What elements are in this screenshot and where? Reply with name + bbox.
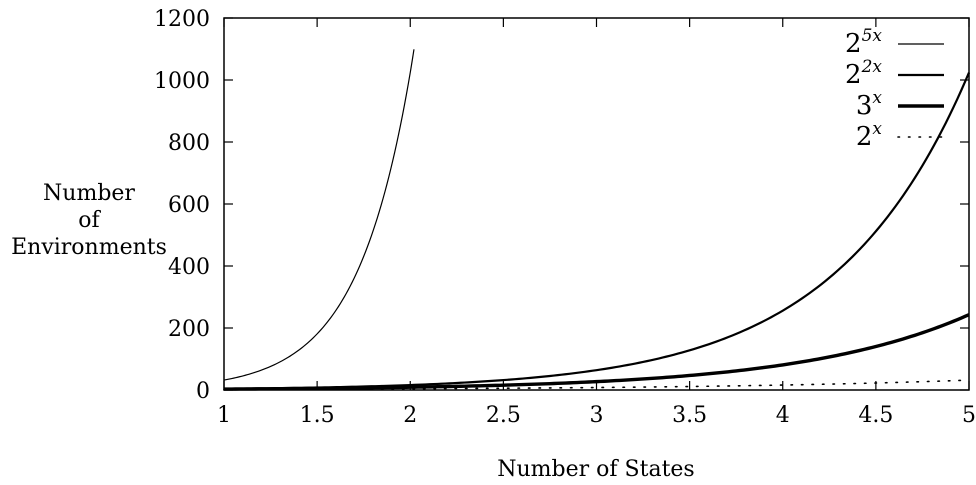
x-tick-label: 1.5	[300, 403, 335, 428]
x-tick-label: 5	[962, 403, 976, 428]
series-line	[223, 379, 970, 391]
x-tick-label: 4	[776, 403, 790, 428]
y-tick-label: 800	[168, 131, 210, 156]
x-tick-label: 2.5	[486, 403, 521, 428]
legend-label: 3x	[856, 88, 883, 121]
y-axis-title-line-1: Number	[43, 181, 135, 206]
y-axis: 0 200 400 600 800 1000 1200	[154, 7, 969, 404]
y-axis-title-line-2: of	[78, 208, 101, 233]
y-tick-label: 1000	[154, 69, 210, 94]
legend-label: 2x	[856, 119, 883, 152]
y-tick-label: 1200	[154, 7, 210, 32]
x-tick-label: 4.5	[858, 403, 893, 428]
x-tick-label: 3.5	[672, 403, 707, 428]
x-tick-label: 3	[590, 403, 604, 428]
series-layer	[223, 49, 971, 391]
x-axis-title: Number of States	[497, 457, 694, 482]
y-tick-label: 0	[196, 379, 210, 404]
y-tick-label: 400	[168, 255, 210, 280]
y-tick-label: 600	[168, 193, 210, 218]
y-axis-title: Number of Environments	[11, 181, 167, 260]
series-line	[223, 49, 415, 381]
legend-label: 22x	[845, 57, 882, 90]
legend-label: 25x	[845, 26, 882, 59]
y-axis-title-line-3: Environments	[11, 235, 167, 260]
y-tick-label: 200	[168, 317, 210, 342]
x-tick-label: 2	[403, 403, 417, 428]
series-line	[223, 313, 970, 391]
x-tick-label: 1	[217, 403, 231, 428]
x-axis: 1 1.5 2 2.5 3 3.5 4 4.5 5	[217, 18, 976, 428]
